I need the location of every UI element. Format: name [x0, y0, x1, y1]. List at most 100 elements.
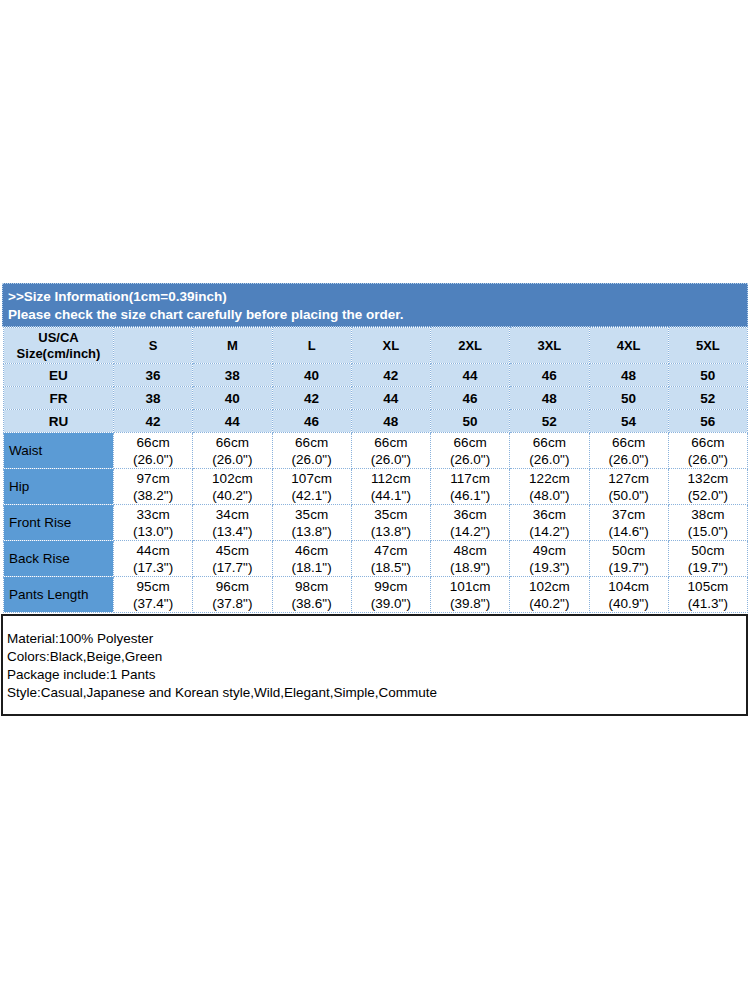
conversion-value-cell: 50 [668, 364, 747, 387]
conversion-row-fr: FR3840424446485052 [4, 387, 748, 410]
measurement-value-cell: 66cm (26.0") [351, 433, 430, 469]
conversion-value-cell: 46 [431, 387, 510, 410]
size-header-xl: XL [351, 328, 430, 364]
measurement-row-pants-length: Pants Length95cm (37.4")96cm (37.8")98cm… [4, 577, 748, 613]
conversion-value-cell: 38 [114, 387, 193, 410]
measurement-value-cell: 66cm (26.0") [114, 433, 193, 469]
conversion-value-cell: 44 [431, 364, 510, 387]
measurement-value-cell: 66cm (26.0") [668, 433, 747, 469]
conversion-value-cell: 48 [351, 410, 430, 433]
measurement-value-cell: 45cm (17.7") [193, 541, 272, 577]
measurement-value-cell: 132cm (52.0") [668, 469, 747, 505]
conversion-value-cell: 36 [114, 364, 193, 387]
measurement-value-cell: 66cm (26.0") [510, 433, 589, 469]
measurement-value-cell: 35cm (13.8") [351, 505, 430, 541]
conversion-row-label: FR [4, 387, 114, 410]
measurement-value-cell: 49cm (19.3") [510, 541, 589, 577]
measurement-value-cell: 66cm (26.0") [272, 433, 351, 469]
measurement-row-hip: Hip97cm (38.2")102cm (40.2")107cm (42.1"… [4, 469, 748, 505]
size-header-5xl: 5XL [668, 328, 747, 364]
measurement-row-waist: Waist66cm (26.0")66cm (26.0")66cm (26.0"… [4, 433, 748, 469]
size-table-body: EU3638404244464850FR3840424446485052RU42… [4, 364, 748, 613]
measurement-value-cell: 95cm (37.4") [114, 577, 193, 613]
size-header-s: S [114, 328, 193, 364]
conversion-row-label: RU [4, 410, 114, 433]
measurement-value-cell: 34cm (13.4") [193, 505, 272, 541]
conversion-value-cell: 42 [114, 410, 193, 433]
measurement-value-cell: 36cm (14.2") [510, 505, 589, 541]
measurement-value-cell: 112cm (44.1") [351, 469, 430, 505]
measurement-value-cell: 127cm (50.0") [589, 469, 668, 505]
measurement-value-cell: 104cm (40.9") [589, 577, 668, 613]
measurement-value-cell: 48cm (18.9") [431, 541, 510, 577]
size-header-3xl: 3XL [510, 328, 589, 364]
measurement-value-cell: 36cm (14.2") [431, 505, 510, 541]
measurement-row-front-rise: Front Rise33cm (13.0")34cm (13.4")35cm (… [4, 505, 748, 541]
measurement-row-label: Front Rise [4, 505, 114, 541]
measurement-value-cell: 117cm (46.1") [431, 469, 510, 505]
conversion-row-ru: RU4244464850525456 [4, 410, 748, 433]
conversion-value-cell: 40 [193, 387, 272, 410]
size-header-m: M [193, 328, 272, 364]
conversion-value-cell: 42 [272, 387, 351, 410]
measurement-value-cell: 66cm (26.0") [589, 433, 668, 469]
measurement-value-cell: 47cm (18.5") [351, 541, 430, 577]
measurement-row-label: Waist [4, 433, 114, 469]
material-line: Material:100% Polyester [7, 630, 746, 648]
measurement-value-cell: 101cm (39.8") [431, 577, 510, 613]
conversion-value-cell: 52 [510, 410, 589, 433]
banner-subtitle: Please check the size chart carefully be… [8, 306, 747, 324]
measurement-value-cell: 102cm (40.2") [510, 577, 589, 613]
measurement-row-label: Hip [4, 469, 114, 505]
measurement-row-label: Pants Length [4, 577, 114, 613]
conversion-value-cell: 54 [589, 410, 668, 433]
size-info-banner: >>Size Information(1cm=0.39inch) Please … [2, 283, 748, 327]
colors-line: Colors:Black,Beige,Green [7, 648, 746, 666]
conversion-value-cell: 48 [589, 364, 668, 387]
style-line: Style:Casual,Japanese and Korean style,W… [7, 684, 746, 702]
conversion-row-eu: EU3638404244464850 [4, 364, 748, 387]
package-line: Package include:1 Pants [7, 666, 746, 684]
measurement-value-cell: 97cm (38.2") [114, 469, 193, 505]
banner-title: >>Size Information(1cm=0.39inch) [8, 288, 747, 306]
corner-header-cell: US/CA Size(cm/inch) [4, 328, 114, 364]
conversion-value-cell: 40 [272, 364, 351, 387]
measurement-value-cell: 35cm (13.8") [272, 505, 351, 541]
measurement-value-cell: 38cm (15.0") [668, 505, 747, 541]
conversion-value-cell: 38 [193, 364, 272, 387]
measurement-value-cell: 96cm (37.8") [193, 577, 272, 613]
measurement-value-cell: 66cm (26.0") [431, 433, 510, 469]
conversion-value-cell: 44 [193, 410, 272, 433]
conversion-value-cell: 48 [510, 387, 589, 410]
size-chart-table: US/CA Size(cm/inch) SMLXL2XL3XL4XL5XL EU… [3, 327, 748, 613]
conversion-value-cell: 50 [589, 387, 668, 410]
size-header-4xl: 4XL [589, 328, 668, 364]
measurement-value-cell: 122cm (48.0") [510, 469, 589, 505]
measurement-value-cell: 44cm (17.3") [114, 541, 193, 577]
product-info-box: Material:100% Polyester Colors:Black,Bei… [1, 614, 748, 716]
conversion-value-cell: 52 [668, 387, 747, 410]
size-header-l: L [272, 328, 351, 364]
conversion-value-cell: 56 [668, 410, 747, 433]
conversion-value-cell: 42 [351, 364, 430, 387]
size-header-row: US/CA Size(cm/inch) SMLXL2XL3XL4XL5XL [4, 328, 748, 364]
size-header-2xl: 2XL [431, 328, 510, 364]
measurement-value-cell: 102cm (40.2") [193, 469, 272, 505]
measurement-value-cell: 98cm (38.6") [272, 577, 351, 613]
measurement-value-cell: 33cm (13.0") [114, 505, 193, 541]
conversion-value-cell: 46 [272, 410, 351, 433]
measurement-value-cell: 50cm (19.7") [668, 541, 747, 577]
size-information-page: { "banner": { "line1": ">>Size Informati… [0, 0, 750, 1000]
measurement-value-cell: 50cm (19.7") [589, 541, 668, 577]
conversion-row-label: EU [4, 364, 114, 387]
measurement-row-label: Back Rise [4, 541, 114, 577]
measurement-row-back-rise: Back Rise44cm (17.3")45cm (17.7")46cm (1… [4, 541, 748, 577]
measurement-value-cell: 66cm (26.0") [193, 433, 272, 469]
measurement-value-cell: 107cm (42.1") [272, 469, 351, 505]
measurement-value-cell: 99cm (39.0") [351, 577, 430, 613]
conversion-value-cell: 46 [510, 364, 589, 387]
conversion-value-cell: 50 [431, 410, 510, 433]
measurement-value-cell: 105cm (41.3") [668, 577, 747, 613]
conversion-value-cell: 44 [351, 387, 430, 410]
measurement-value-cell: 37cm (14.6") [589, 505, 668, 541]
